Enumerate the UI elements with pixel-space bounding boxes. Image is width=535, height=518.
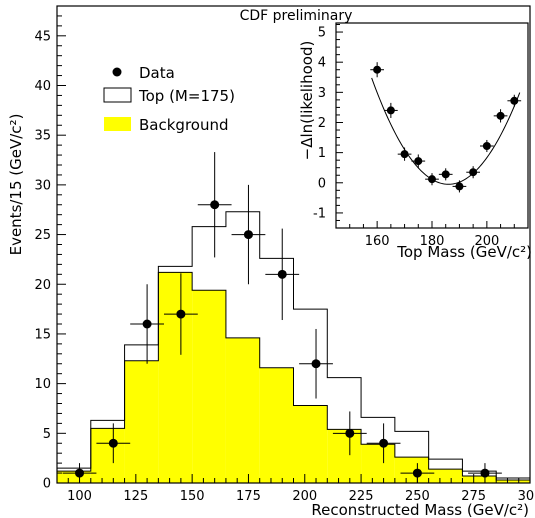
inset-y-tick-label: 3 bbox=[318, 86, 326, 101]
top-histogram bbox=[56, 211, 531, 483]
inset-x-tick-label: 200 bbox=[474, 234, 499, 249]
data-point bbox=[332, 411, 367, 456]
legend: Data Top (M=175) Background bbox=[103, 64, 235, 134]
legend-data-marker bbox=[112, 67, 122, 77]
background-bar bbox=[124, 360, 159, 483]
inset-panel bbox=[336, 23, 528, 228]
inset-y-tick-label: 2 bbox=[318, 116, 326, 131]
inset-y-axis-label: −Δln(likelihood) bbox=[298, 41, 316, 161]
inset-x-tick-label: 160 bbox=[365, 234, 390, 249]
y-tick-label: 10 bbox=[34, 377, 51, 392]
top-outline bbox=[56, 211, 531, 483]
data-point bbox=[96, 423, 131, 464]
likelihood-point bbox=[397, 147, 412, 161]
background-bar bbox=[361, 444, 395, 483]
data-point bbox=[265, 228, 300, 321]
likelihood-point bbox=[384, 102, 398, 118]
data-point bbox=[468, 463, 502, 483]
legend-data-label: Data bbox=[139, 64, 175, 82]
background-bar bbox=[259, 367, 294, 483]
data-point bbox=[163, 273, 198, 355]
data-point bbox=[299, 328, 333, 399]
likelihood-point bbox=[370, 62, 384, 78]
likelihood-points bbox=[370, 62, 522, 193]
y-tick-label: 30 bbox=[34, 178, 51, 193]
x-tick-label: 150 bbox=[180, 489, 205, 504]
x-tick-label: 300 bbox=[518, 489, 535, 504]
inset-y-tick-label: 1 bbox=[318, 146, 326, 161]
data-points bbox=[62, 152, 502, 483]
background-bar bbox=[394, 457, 429, 483]
legend-background-label: Background bbox=[139, 116, 229, 134]
likelihood-point bbox=[425, 173, 439, 186]
y-tick-label: 5 bbox=[43, 427, 51, 442]
background-histogram bbox=[56, 271, 531, 483]
inset-y-tick-label: 4 bbox=[318, 56, 326, 71]
inset-y-tick-label: -1 bbox=[313, 206, 326, 221]
x-tick-label: 225 bbox=[349, 489, 374, 504]
background-bar bbox=[158, 272, 193, 483]
x-tick-label: 275 bbox=[461, 489, 486, 504]
x-tick-label: 250 bbox=[405, 489, 430, 504]
likelihood-point bbox=[438, 168, 453, 181]
background-bar bbox=[225, 337, 260, 483]
main-x-axis-label: Reconstructed Mass (GeV/c²) bbox=[311, 501, 529, 518]
y-tick-label: 35 bbox=[34, 129, 51, 144]
background-bar bbox=[428, 469, 463, 483]
y-tick-label: 15 bbox=[34, 327, 51, 342]
x-tick-label: 175 bbox=[236, 489, 261, 504]
background-bar bbox=[90, 428, 125, 483]
data-point bbox=[130, 284, 164, 364]
data-point bbox=[366, 423, 401, 464]
background-bar bbox=[462, 476, 497, 483]
background-bar bbox=[192, 290, 226, 483]
chart-title: CDF preliminary bbox=[240, 8, 353, 24]
background-bar bbox=[293, 405, 328, 483]
data-point bbox=[197, 152, 232, 258]
background-bar bbox=[57, 471, 91, 483]
legend-background-swatch bbox=[104, 117, 131, 131]
main-y-axis-label: Events/15 (GeV/c²) bbox=[7, 114, 25, 256]
y-tick-label: 25 bbox=[34, 228, 51, 243]
inset-axes: -1 0 1 2 3 4 5 160 180 200 bbox=[313, 24, 529, 249]
x-tick-label: 100 bbox=[67, 489, 92, 504]
legend-top-swatch bbox=[103, 87, 132, 103]
legend-top-label: Top (M=175) bbox=[138, 87, 235, 105]
likelihood-point bbox=[480, 139, 494, 153]
likelihood-point bbox=[452, 180, 467, 193]
inset-x-axis-label: Top Mass (GeV/c²) bbox=[396, 243, 532, 261]
y-tick-label: 45 bbox=[34, 29, 51, 44]
likelihood-point bbox=[466, 166, 480, 179]
likelihood-point bbox=[411, 154, 426, 168]
x-tick-label: 125 bbox=[123, 489, 148, 504]
inset-y-tick-label: 5 bbox=[318, 26, 326, 41]
data-point bbox=[231, 184, 266, 285]
background-bar bbox=[327, 429, 362, 483]
data-point bbox=[62, 463, 97, 483]
x-tick-label: 200 bbox=[292, 489, 317, 504]
likelihood-point bbox=[507, 94, 522, 107]
likelihood-fit-curve bbox=[371, 77, 521, 185]
likelihood-point bbox=[493, 109, 508, 123]
background-bar bbox=[496, 480, 530, 483]
y-tick-label: 40 bbox=[34, 79, 51, 94]
y-tick-label: 0 bbox=[43, 477, 51, 492]
inset-x-tick-label: 180 bbox=[420, 234, 445, 249]
inset-likelihood-plot: -1 0 1 2 3 4 5 160 180 200 Top Mass (GeV/c²) −Δln… bbox=[298, 22, 532, 261]
inset-y-tick-label: 0 bbox=[318, 176, 326, 191]
y-tick-label: 20 bbox=[34, 278, 51, 293]
